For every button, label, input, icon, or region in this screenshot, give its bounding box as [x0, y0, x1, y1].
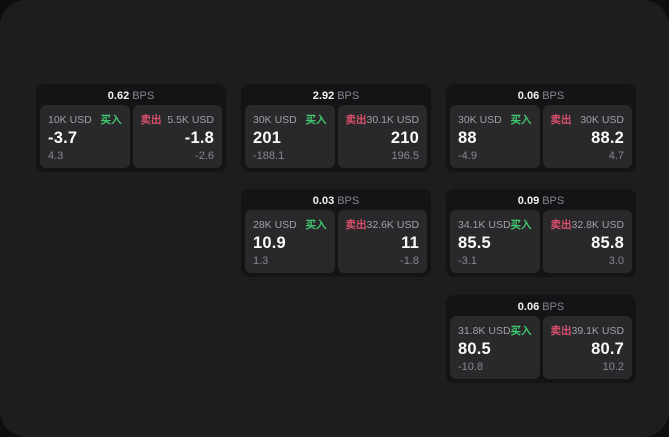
buy-price: 201	[253, 129, 282, 147]
buy-sell-panels: 30K USD 买入 201 -188.1 卖出 30.1K USD 210 1…	[245, 105, 427, 168]
sell-price: 210	[390, 129, 419, 147]
buy-tag[interactable]: 买入	[100, 114, 122, 126]
buy-panel[interactable]: 34.1K USD 买入 85.5 -3.1	[450, 210, 540, 273]
buy-panel[interactable]: 28K USD 买入 10.9 1.3	[245, 210, 335, 273]
bps-unit-label: BPS	[542, 90, 565, 102]
sell-notional: 32.8K USD	[571, 218, 625, 231]
sell-notional: 5.5K USD	[167, 113, 214, 126]
buy-notional: 31.8K USD	[458, 324, 511, 337]
sell-notional: 30K USD	[580, 113, 624, 126]
sell-delta: 196.5	[391, 150, 419, 162]
sell-panel[interactable]: 卖出 32.8K USD 85.8 3.0	[542, 210, 632, 273]
buy-delta: 4.3	[48, 150, 64, 162]
buy-sell-panels: 28K USD 买入 10.9 1.3 卖出 32.6K USD 11 -1.8	[245, 210, 427, 273]
buy-delta: -188.1	[253, 150, 285, 162]
sell-panel[interactable]: 卖出 30.1K USD 210 196.5	[337, 105, 427, 168]
bps-unit-label: BPS	[337, 195, 360, 207]
buy-price: 85.5	[458, 234, 491, 252]
sell-price: 88.2	[591, 129, 624, 147]
buy-notional: 10K USD	[48, 113, 92, 126]
buy-sell-panels: 30K USD 买入 88 -4.9 卖出 30K USD 88.2 4.7	[450, 105, 632, 168]
buy-delta: -3.1	[458, 255, 477, 267]
bps-unit-label: BPS	[542, 195, 565, 207]
buy-panel[interactable]: 30K USD 买入 88 -4.9	[450, 105, 540, 168]
quote-card: 0.62 BPS 10K USD 买入 -3.7 4.3 卖出 5.5K USD …	[36, 84, 226, 172]
buy-notional: 30K USD	[253, 113, 297, 126]
buy-sell-panels: 34.1K USD 买入 85.5 -3.1 卖出 32.8K USD 85.8…	[450, 210, 632, 273]
buy-tag[interactable]: 买入	[510, 325, 532, 337]
sell-price: 80.7	[591, 340, 624, 358]
bps-spread-value: 0.06	[517, 301, 540, 313]
quote-card: 2.92 BPS 30K USD 买入 201 -188.1 卖出 30.1K U…	[241, 84, 431, 172]
sell-panel[interactable]: 卖出 30K USD 88.2 4.7	[542, 105, 632, 168]
buy-price: -3.7	[48, 129, 78, 147]
sell-delta: 10.2	[602, 361, 624, 373]
sell-tag[interactable]: 卖出	[550, 325, 572, 337]
buy-delta: 1.3	[253, 255, 269, 267]
sell-notional: 30.1K USD	[366, 113, 420, 126]
buy-sell-panels: 31.8K USD 买入 80.5 -10.8 卖出 39.1K USD 80.…	[450, 316, 632, 379]
sell-delta: -1.8	[400, 255, 419, 267]
sell-delta: 4.7	[608, 150, 624, 162]
quote-card: 0.06 BPS 30K USD 买入 88 -4.9 卖出 30K USD 88…	[446, 84, 636, 172]
buy-notional: 30K USD	[458, 113, 502, 126]
bps-spread-value: 0.06	[517, 90, 540, 102]
quote-card: 0.06 BPS 31.8K USD 买入 80.5 -10.8 卖出 39.1K…	[446, 295, 636, 383]
buy-tag[interactable]: 买入	[510, 114, 532, 126]
sell-delta: -2.6	[195, 150, 214, 162]
sell-tag[interactable]: 卖出	[550, 114, 572, 126]
bps-spread-value: 2.92	[312, 90, 335, 102]
sell-panel[interactable]: 卖出 5.5K USD -1.8 -2.6	[132, 105, 222, 168]
card-header: 0.03 BPS	[241, 189, 431, 210]
sell-tag[interactable]: 卖出	[345, 114, 367, 126]
buy-panel[interactable]: 31.8K USD 买入 80.5 -10.8	[450, 316, 540, 379]
sell-panel[interactable]: 卖出 39.1K USD 80.7 10.2	[542, 316, 632, 379]
bps-spread-value: 0.03	[312, 195, 335, 207]
bps-spread-value: 0.62	[107, 90, 130, 102]
bps-unit-label: BPS	[542, 301, 565, 313]
buy-notional: 34.1K USD	[458, 218, 511, 231]
buy-panel[interactable]: 30K USD 买入 201 -188.1	[245, 105, 335, 168]
sell-panel[interactable]: 卖出 32.6K USD 11 -1.8	[337, 210, 427, 273]
buy-panel[interactable]: 10K USD 买入 -3.7 4.3	[40, 105, 130, 168]
buy-tag[interactable]: 买入	[305, 219, 327, 231]
sell-delta: 3.0	[608, 255, 624, 267]
buy-delta: -4.9	[458, 150, 477, 162]
sell-price: 85.8	[591, 234, 624, 252]
card-header: 0.06 BPS	[446, 84, 636, 105]
buy-delta: -10.8	[458, 361, 484, 373]
buy-price: 88	[458, 129, 477, 147]
buy-price: 80.5	[458, 340, 491, 358]
buy-tag[interactable]: 买入	[510, 219, 532, 231]
buy-sell-panels: 10K USD 买入 -3.7 4.3 卖出 5.5K USD -1.8 -2.…	[40, 105, 222, 168]
buy-tag[interactable]: 买入	[305, 114, 327, 126]
sell-notional: 32.6K USD	[366, 218, 420, 231]
buy-price: 10.9	[253, 234, 286, 252]
bps-unit-label: BPS	[132, 90, 155, 102]
sell-tag[interactable]: 卖出	[550, 219, 572, 231]
card-header: 2.92 BPS	[241, 84, 431, 105]
card-header: 0.09 BPS	[446, 189, 636, 210]
bps-spread-value: 0.09	[517, 195, 540, 207]
sell-tag[interactable]: 卖出	[345, 219, 367, 231]
quote-card: 0.03 BPS 28K USD 买入 10.9 1.3 卖出 32.6K USD…	[241, 189, 431, 277]
sell-price: 11	[401, 234, 419, 252]
buy-notional: 28K USD	[253, 218, 297, 231]
sell-price: -1.8	[184, 129, 214, 147]
quote-card: 0.09 BPS 34.1K USD 买入 85.5 -3.1 卖出 32.8K …	[446, 189, 636, 277]
sell-notional: 39.1K USD	[571, 324, 625, 337]
sell-tag[interactable]: 卖出	[140, 114, 162, 126]
card-header: 0.06 BPS	[446, 295, 636, 316]
card-header: 0.62 BPS	[36, 84, 226, 105]
bps-unit-label: BPS	[337, 90, 360, 102]
